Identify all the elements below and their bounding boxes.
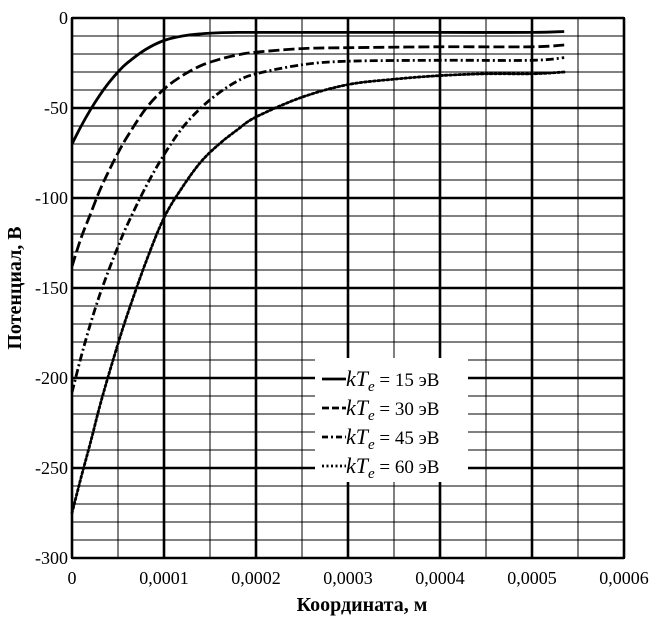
legend-subscript: e: [368, 379, 375, 395]
plot-area-frame: [71, 17, 625, 559]
series-line-4: [70, 70, 566, 515]
series-group: [70, 30, 566, 515]
legend-label-1: kTe = 15 эВ: [346, 366, 439, 395]
x-tick-label: 0,0004: [415, 568, 465, 588]
y-tick-label: -250: [35, 458, 68, 478]
legend-subscript: e: [368, 466, 375, 482]
tick-labels: 0 0,0001 0,0002 0,0003 0,0004 0,0005 0,0006 0 -5…: [35, 8, 649, 588]
x-tick-label: 0,0003: [323, 568, 373, 588]
y-tick-label: -50: [44, 98, 68, 118]
legend-value: = 15 эВ: [375, 370, 440, 391]
legend-subscript: e: [368, 437, 375, 453]
x-axis-title: Координата, м: [297, 594, 428, 616]
y-tick-label: 0: [59, 8, 68, 28]
legend-subscript: e: [368, 408, 375, 424]
legend-label-4: kTe = 60 эВ: [346, 453, 439, 482]
x-tick-label: 0,0002: [231, 568, 281, 588]
legend-value: = 60 эВ: [375, 457, 440, 478]
legend-var: kT: [346, 424, 370, 449]
y-tick-label: -100: [35, 188, 68, 208]
x-tick-label: 0,0001: [139, 568, 189, 588]
y-axis-title: Потенциал, В: [4, 226, 26, 349]
legend-var: kT: [346, 453, 370, 478]
legend-label-2: kTe = 30 эВ: [346, 395, 439, 424]
legend-value: = 45 эВ: [375, 428, 440, 449]
series-line-2: [70, 43, 565, 267]
y-tick-label: -200: [35, 368, 68, 388]
legend-var: kT: [346, 395, 370, 420]
y-tick-label: -300: [35, 548, 68, 568]
series-line-3: [70, 56, 565, 393]
legend-label-3: kTe = 45 эВ: [346, 424, 439, 453]
x-tick-label: 0,0005: [507, 568, 557, 588]
x-tick-label: 0,0006: [599, 568, 649, 588]
series-line-1: [70, 30, 565, 145]
legend-value: = 30 эВ: [375, 399, 440, 420]
y-tick-label: -150: [35, 278, 68, 298]
x-tick-label: 0: [68, 568, 77, 588]
legend-var: kT: [346, 366, 370, 391]
